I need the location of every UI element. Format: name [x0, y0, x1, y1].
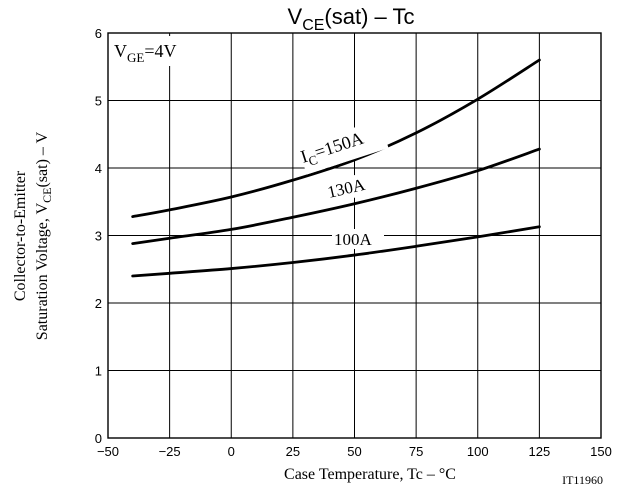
series-line-130a [131, 147, 541, 245]
y-axis-label-line1: Collector-to-Emitter [12, 170, 29, 301]
x-tick-label: 100 [467, 444, 489, 459]
x-axis-label: Case Temperature, Tc – °C [284, 466, 456, 483]
y-tick-label: 5 [95, 94, 102, 109]
series-label-150a-bg [297, 119, 389, 175]
x-tick-label: 75 [409, 444, 423, 459]
y-tick-label: 6 [95, 26, 102, 41]
y-tick-label: 2 [95, 296, 102, 311]
series-label-100a-bg [332, 229, 384, 249]
series-line-100a [131, 225, 541, 278]
y-tick-label: 4 [95, 161, 102, 176]
series-line-ic150a [131, 58, 541, 218]
x-tick-label: 0 [228, 444, 235, 459]
x-tick-label: 125 [529, 444, 551, 459]
series-label-130a: 130A [326, 175, 368, 202]
y-tick-labels: 0 1 2 3 4 5 6 [95, 26, 102, 446]
x-tick-labels: −50 −25 0 25 50 75 100 125 150 [97, 444, 612, 459]
condition-label: VGE=4V [114, 41, 177, 65]
x-tick-label: 50 [347, 444, 361, 459]
x-tick-label: 150 [590, 444, 612, 459]
series-label-100a: 100A [334, 230, 373, 249]
x-tick-label: −25 [159, 444, 181, 459]
y-tick-label: 0 [95, 431, 102, 446]
plot-frame [107, 32, 602, 439]
series-lines [131, 58, 541, 278]
series-labels: IC=150A 130A 100A [297, 119, 389, 249]
x-tick-label: 25 [286, 444, 300, 459]
condition-label-bg [110, 36, 195, 66]
y-tick-label: 3 [95, 229, 102, 244]
series-label-130a-bg [325, 170, 379, 204]
figure-code: IT11960 [562, 473, 603, 487]
chart-title: VCE(sat) – Tc [288, 4, 415, 34]
y-tick-label: 1 [95, 364, 102, 379]
y-axis-label-line2: Saturation Voltage, VCE(sat) – V [34, 131, 54, 340]
x-tick-label: −50 [97, 444, 119, 459]
